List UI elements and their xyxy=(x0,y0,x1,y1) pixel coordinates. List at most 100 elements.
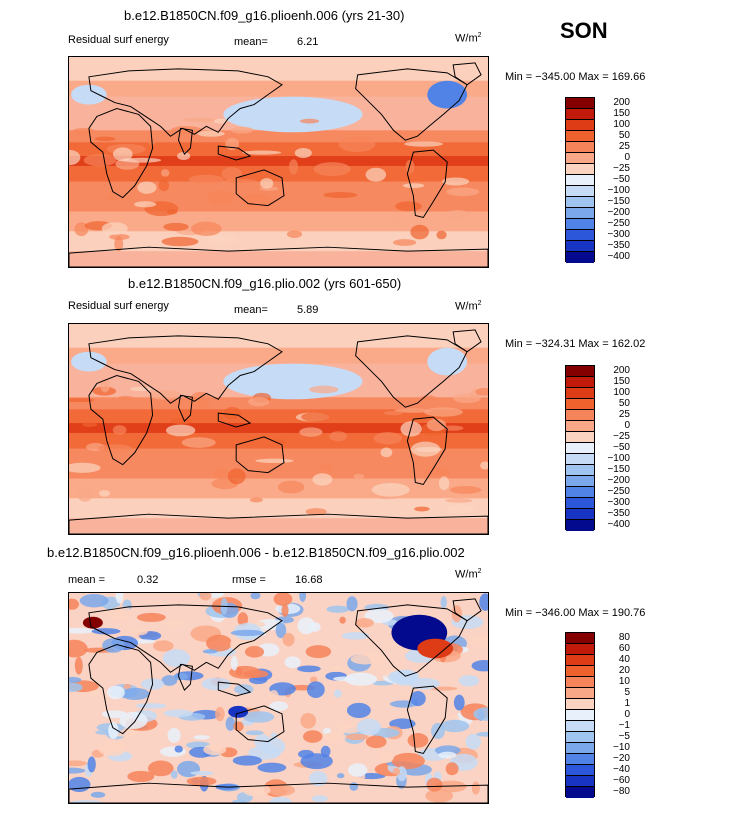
panel2-colorbar-tick: 50 xyxy=(618,398,630,409)
panel3-colorbar-swatch xyxy=(566,666,594,677)
field-blob xyxy=(108,721,119,740)
panel1-colorbar-tick: −200 xyxy=(607,207,630,218)
field-blob xyxy=(115,593,124,604)
field-blob xyxy=(69,676,82,683)
panel1-colorbar-swatch xyxy=(566,252,594,263)
field-blob xyxy=(345,733,369,741)
field-blob xyxy=(297,617,315,635)
field-blob xyxy=(473,707,488,721)
field-blob xyxy=(269,796,292,803)
field-blob xyxy=(371,483,410,497)
panel3-rmse-value: 16.68 xyxy=(295,574,323,586)
field-blob xyxy=(97,444,133,453)
panel3-colorbar-swatch xyxy=(566,633,594,644)
panel1-colorbar-swatch xyxy=(566,131,594,142)
cool-region xyxy=(70,351,107,372)
field-band xyxy=(69,231,488,252)
field-blob xyxy=(365,167,387,182)
field-blob xyxy=(181,437,216,448)
coastline xyxy=(69,513,488,534)
coastline xyxy=(88,335,283,404)
field-blob xyxy=(106,685,125,700)
cool-region xyxy=(223,363,363,400)
field-band xyxy=(69,156,488,166)
panel1-colorbar-tick: −400 xyxy=(607,251,630,262)
field-blob xyxy=(69,760,87,767)
field-blob xyxy=(163,222,189,231)
field-blob xyxy=(130,386,152,392)
panel1-colorbar-tick: 50 xyxy=(618,130,630,141)
field-blob xyxy=(230,655,238,671)
coastline xyxy=(452,329,482,353)
field-blob xyxy=(282,633,295,647)
field-blob xyxy=(165,424,196,437)
panel1-colorbar-tick: −250 xyxy=(607,218,630,229)
panel1-colorbar-swatch xyxy=(566,186,594,197)
field-band xyxy=(69,130,488,143)
field-blob xyxy=(312,473,333,486)
field-blob xyxy=(320,745,331,758)
field-blob xyxy=(69,776,91,793)
panel3-colorbar-tick: −80 xyxy=(613,786,630,797)
field-blob xyxy=(281,603,289,617)
panel3-colorbar-swatch xyxy=(566,732,594,743)
panel2-colorbar xyxy=(565,365,595,531)
coastline xyxy=(177,127,193,155)
coastline xyxy=(355,335,468,408)
field-blob xyxy=(106,194,119,201)
panel3-units: W/m2 xyxy=(455,568,482,581)
panel1-colorbar-tick: −50 xyxy=(613,174,630,185)
panel3-colorbar-swatch xyxy=(566,688,594,699)
panel2-units: W/m2 xyxy=(455,300,482,313)
field-blob xyxy=(301,412,330,422)
field-blob xyxy=(136,612,166,622)
field-blob xyxy=(288,159,299,175)
field-blob xyxy=(153,640,174,652)
field-band xyxy=(69,347,488,364)
field-blob xyxy=(260,178,274,189)
panel2-colorbar-tick: 25 xyxy=(618,409,630,420)
field-blob xyxy=(69,462,101,473)
field-blob xyxy=(356,718,382,736)
field-blob xyxy=(447,504,475,514)
panel1-colorbar-tick: 150 xyxy=(613,108,630,119)
field-blob xyxy=(112,425,127,435)
panel3-minmax: Min = −346.00 Max = 190.76 xyxy=(505,607,646,619)
coastline xyxy=(69,246,488,267)
field-blob xyxy=(445,762,459,776)
coastline xyxy=(355,604,468,677)
field-band xyxy=(69,80,488,97)
panel1-colorbar-tick: 200 xyxy=(613,97,630,108)
field-blob xyxy=(344,672,377,686)
field-blob xyxy=(346,702,371,719)
field-blob xyxy=(69,398,95,403)
field-blob xyxy=(480,461,488,470)
panel2-colorbar-tick: −350 xyxy=(607,508,630,519)
field-blob xyxy=(83,154,117,167)
panel2-colorbar-swatch xyxy=(566,432,594,443)
panel2-colorbar-tick: −200 xyxy=(607,475,630,486)
field-blob xyxy=(392,239,417,246)
field-blob xyxy=(206,235,238,245)
coastline xyxy=(406,149,448,219)
field-blob xyxy=(161,675,178,686)
field-blob xyxy=(97,740,127,757)
coastline xyxy=(88,604,283,673)
field-blob xyxy=(227,468,246,485)
panel1-colorbar-tick: −300 xyxy=(607,229,630,240)
field-blob xyxy=(186,741,211,749)
field-blob xyxy=(190,771,214,776)
field-blob xyxy=(114,235,124,252)
field-blob xyxy=(479,593,488,611)
cool-region xyxy=(427,80,468,109)
field-blob xyxy=(275,622,287,639)
field-blob xyxy=(163,709,193,718)
panel2-colorbar-tick: −400 xyxy=(607,519,630,530)
field-blob xyxy=(378,751,395,763)
panel2-colorbar-tick: −100 xyxy=(607,453,630,464)
panel1-colorbar-swatch xyxy=(566,109,594,120)
field-blob xyxy=(123,683,132,690)
field-blob xyxy=(414,506,430,512)
panel3-colorbar-tick: 20 xyxy=(618,665,630,676)
field-blob xyxy=(191,221,222,236)
